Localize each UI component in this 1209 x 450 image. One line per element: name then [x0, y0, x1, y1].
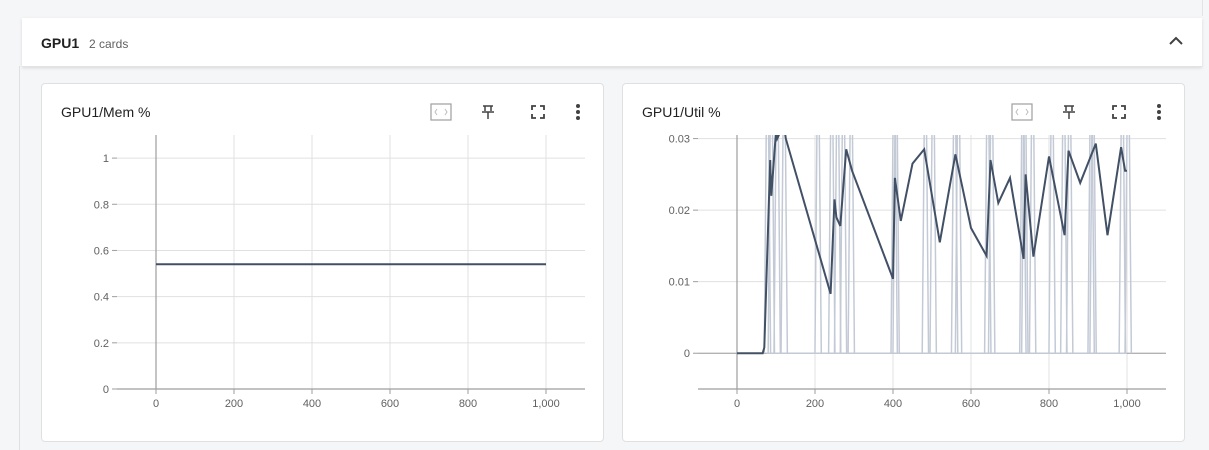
raw-spike-mark [847, 135, 856, 354]
y-tick-label: 1 [103, 153, 109, 165]
x-tick-label: 1,000 [1113, 398, 1141, 410]
more-menu-button[interactable] [566, 100, 590, 124]
util-chart[interactable]: 0 0.01 0.02 0.03 0 200 400 600 800 1,000 [623, 84, 1184, 441]
y-tick-label: 0 [684, 348, 690, 360]
x-tick-label: 400 [303, 398, 321, 410]
raw-spike-mark [954, 135, 963, 354]
fit-domain-icon [1011, 103, 1033, 121]
group-title: GPU1 [41, 35, 80, 51]
plot-series-group [737, 135, 1133, 355]
x-tick-label: 600 [381, 398, 399, 410]
raw-spike-mark [767, 135, 776, 354]
raw-spike-mark [929, 135, 938, 354]
raw-spike-mark [773, 135, 782, 354]
pin-button[interactable] [476, 100, 500, 124]
raw-spike-mark [1059, 135, 1068, 354]
raw-spike-mark [890, 135, 899, 354]
y-tick-label: 0.4 [94, 292, 109, 304]
fit-domain-icon [430, 103, 452, 121]
card-gpu1-mem: GPU1/Mem % 0 0.2 0.4 0.6 0.8 1 0 200 400 600 800 1,… [41, 83, 604, 442]
more-vert-icon [576, 104, 580, 120]
raw-spike-mark [1065, 135, 1074, 354]
raw-spike-mark [921, 135, 930, 354]
top-strip [22, 0, 1203, 16]
y-tick-label: 0.01 [669, 277, 690, 289]
x-tick-label: 200 [225, 398, 243, 410]
y-tick-label: 0.8 [94, 199, 109, 211]
collapse-button[interactable] [1164, 29, 1188, 53]
card-title: GPU1/Util % [642, 104, 721, 120]
pin-icon [482, 105, 494, 119]
card-title: GPU1/Mem % [61, 104, 151, 120]
raw-spike-mark [1118, 135, 1127, 354]
more-menu-button[interactable] [1147, 100, 1171, 124]
fullscreen-button[interactable] [1107, 100, 1131, 124]
raw-spike-mark [833, 135, 842, 354]
card-gpu1-util: GPU1/Util % 0 0.01 0.02 0.03 0 200 400 600 800 1,… [622, 83, 1185, 442]
x-tick-label: 1,000 [532, 398, 560, 410]
raw-spike-mark [780, 135, 789, 354]
x-tick-label: 0 [734, 398, 740, 410]
y-tick-label: 0 [103, 384, 109, 396]
x-tick-label: 400 [884, 398, 902, 410]
fullscreen-icon [1112, 105, 1126, 119]
x-tick-label: 600 [962, 398, 980, 410]
x-tick-label: 200 [806, 398, 824, 410]
raw-spike-mark [1087, 135, 1096, 354]
x-tick-label: 800 [459, 398, 477, 410]
series-line-smoothed [737, 135, 1127, 355]
pin-button[interactable] [1057, 100, 1081, 124]
y-tick-label: 0.03 [669, 134, 690, 146]
fullscreen-button[interactable] [526, 100, 550, 124]
fit-domain-button[interactable] [429, 100, 453, 124]
raw-spike-mark [987, 135, 996, 354]
mem-chart[interactable]: 0 0.2 0.4 0.6 0.8 1 0 200 400 600 800 1,000 [42, 84, 603, 441]
x-tick-label: 0 [153, 398, 159, 410]
raw-spike-mark [839, 135, 848, 354]
x-tick-label: 800 [1040, 398, 1058, 410]
raw-spike-mark [1020, 135, 1029, 354]
raw-spike-mark [1048, 135, 1057, 354]
raw-spike-mark [827, 135, 836, 354]
y-tick-label: 0.02 [669, 205, 690, 217]
fullscreen-icon [531, 105, 545, 119]
more-vert-icon [1157, 104, 1161, 120]
fit-domain-button[interactable] [1010, 100, 1034, 124]
raw-spike-mark [1089, 135, 1097, 354]
raw-spike-mark [1124, 135, 1133, 354]
y-tick-label: 0.6 [94, 245, 109, 257]
group-header[interactable]: GPU1 2 cards [22, 18, 1202, 67]
left-rule [19, 66, 20, 450]
group-card-count: 2 cards [89, 37, 129, 51]
y-tick-label: 0.2 [94, 338, 109, 350]
expand-less-icon [1169, 36, 1183, 45]
pin-icon [1063, 105, 1075, 119]
